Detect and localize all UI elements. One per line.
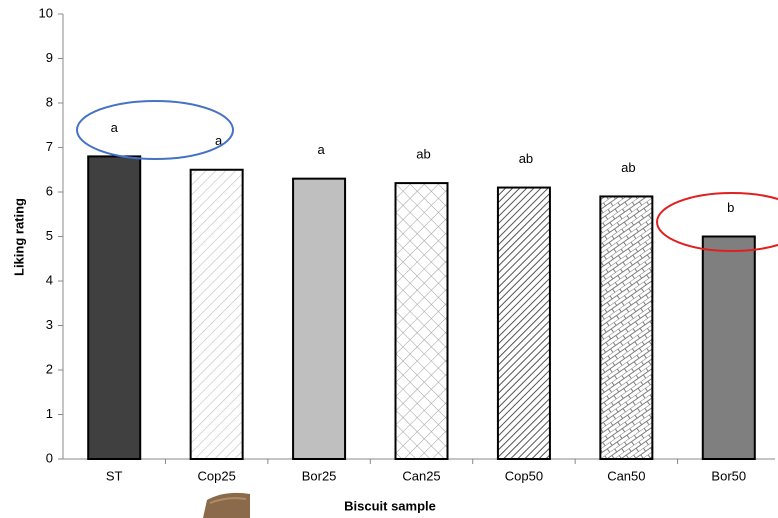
y-tick-label: 1: [46, 406, 53, 421]
annotation: ab: [621, 160, 635, 175]
x-tick-label: Can25: [402, 468, 440, 483]
y-tick-label: 3: [46, 317, 53, 332]
y-tick-label: 9: [46, 50, 53, 65]
annotation: a: [111, 120, 119, 135]
bar: [189, 168, 244, 460]
y-axis-title: Liking rating: [11, 198, 26, 276]
bar: [701, 235, 756, 460]
x-tick-label: ST: [106, 468, 123, 483]
annotation: b: [727, 200, 734, 215]
y-tick-label: 2: [46, 361, 53, 376]
bar: [87, 155, 142, 460]
highlight-ellipse: [76, 100, 234, 160]
highlight-ellipse: [656, 192, 778, 252]
annotation: a: [317, 142, 325, 157]
x-axis-title: Biscuit sample: [344, 498, 436, 513]
x-tick-label: Can50: [607, 468, 645, 483]
x-tick-label: Bor25: [302, 468, 337, 483]
y-tick-label: 4: [46, 272, 53, 287]
y-tick-label: 0: [46, 450, 53, 465]
x-tick-label: Bor50: [711, 468, 746, 483]
y-tick-label: 10: [39, 5, 53, 20]
bar: [599, 195, 654, 460]
bar: [496, 186, 551, 461]
x-tick-label: Cop50: [505, 468, 543, 483]
bar: [394, 182, 449, 460]
y-tick-label: 8: [46, 94, 53, 109]
x-tick-label: Cop25: [197, 468, 235, 483]
y-tick-label: 6: [46, 183, 53, 198]
annotation: a: [215, 133, 223, 148]
y-tick-label: 5: [46, 228, 53, 243]
bar: [292, 177, 347, 460]
annotation: ab: [416, 147, 430, 162]
thumbnail: [203, 492, 250, 518]
y-tick-label: 7: [46, 139, 53, 154]
annotation: ab: [519, 151, 533, 166]
